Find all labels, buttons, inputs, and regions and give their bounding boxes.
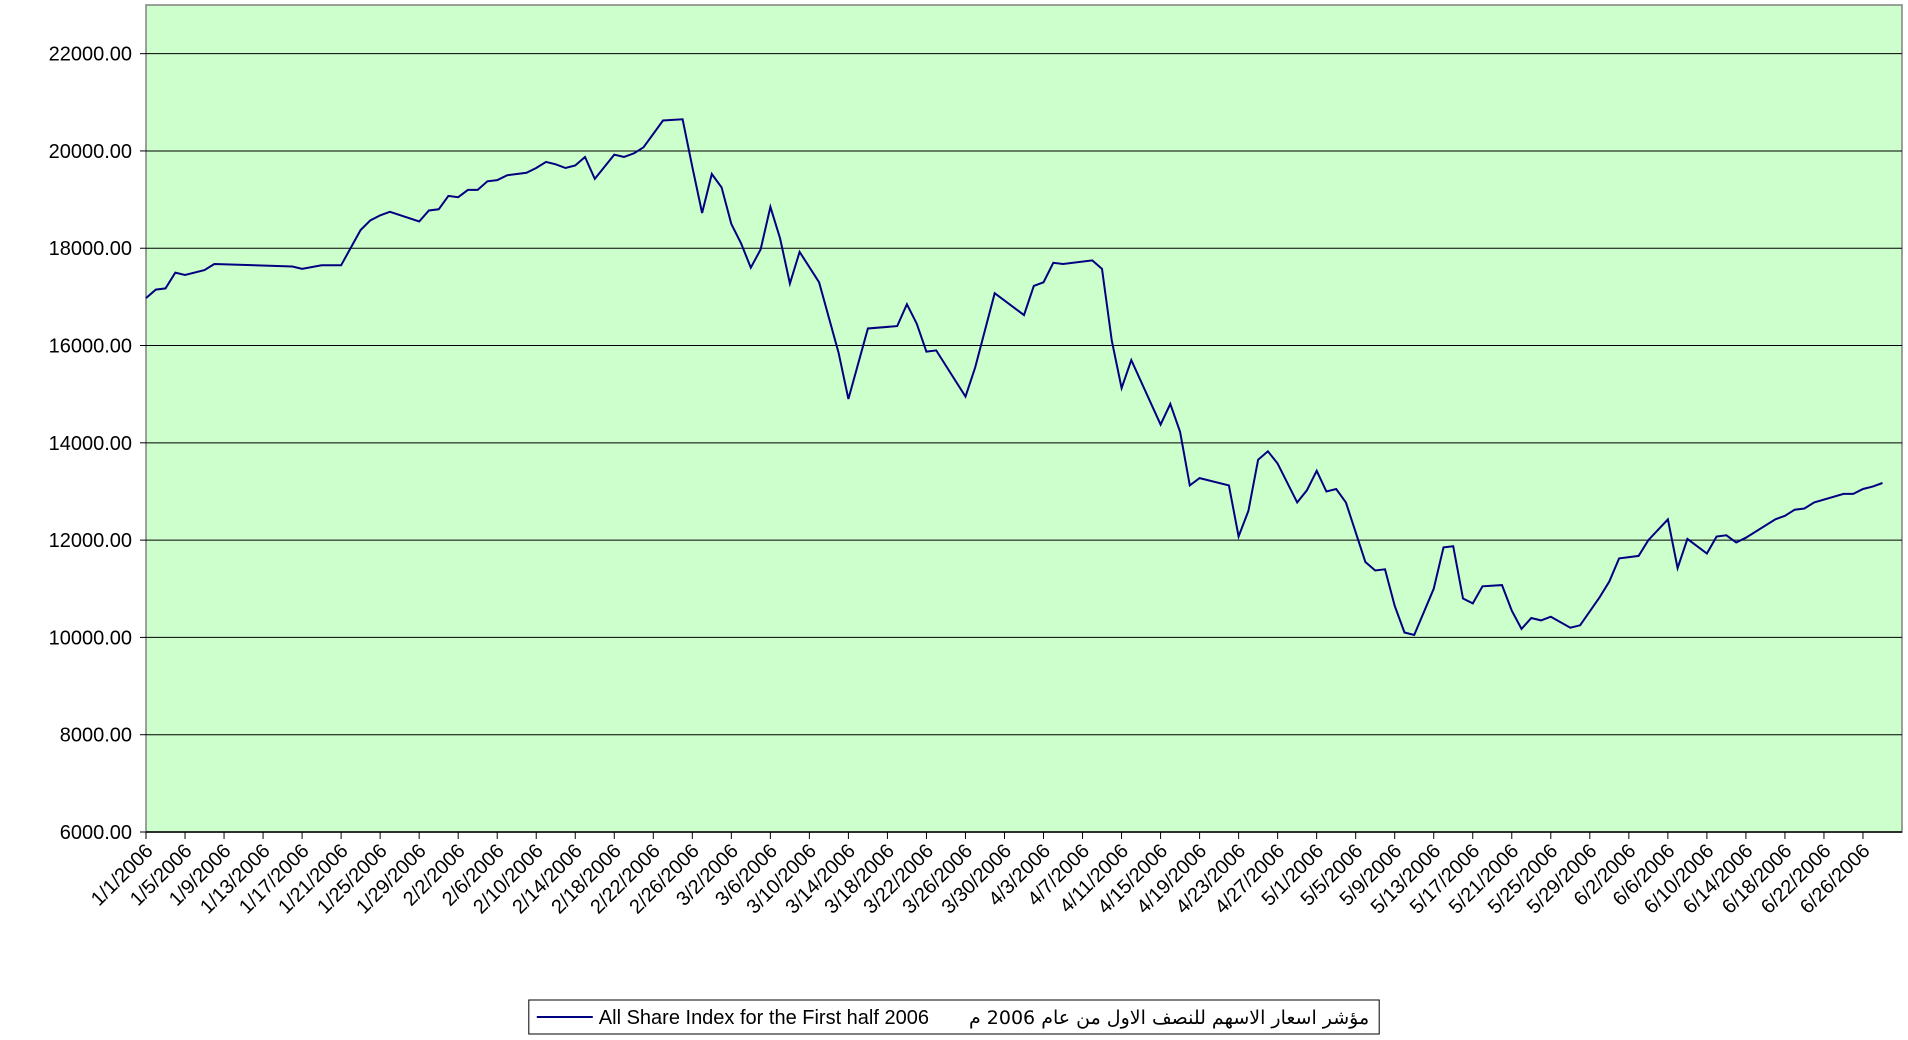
y-tick-label: 12000.00 [49, 530, 132, 552]
legend: All Share Index for the First half 2006 م… [528, 999, 1380, 1035]
legend-label: All Share Index for the First half 2006 [599, 1007, 929, 1029]
y-tick-label: 10000.00 [49, 627, 132, 649]
legend-note: مؤشر اسعار الاسهم للنصف الاول من عام 200… [969, 1007, 1369, 1029]
y-tick-label: 6000.00 [60, 822, 132, 844]
y-tick-label: 20000.00 [49, 141, 132, 163]
plot-area [145, 4, 1903, 833]
y-tick-label: 14000.00 [49, 433, 132, 455]
series-line [145, 118, 1883, 637]
legend-box [528, 999, 1380, 1035]
y-tick-label: 22000.00 [49, 44, 132, 66]
y-tick-label: 16000.00 [49, 336, 132, 358]
y-tick-label: 8000.00 [60, 725, 132, 747]
y-tick-label: 18000.00 [49, 238, 132, 260]
